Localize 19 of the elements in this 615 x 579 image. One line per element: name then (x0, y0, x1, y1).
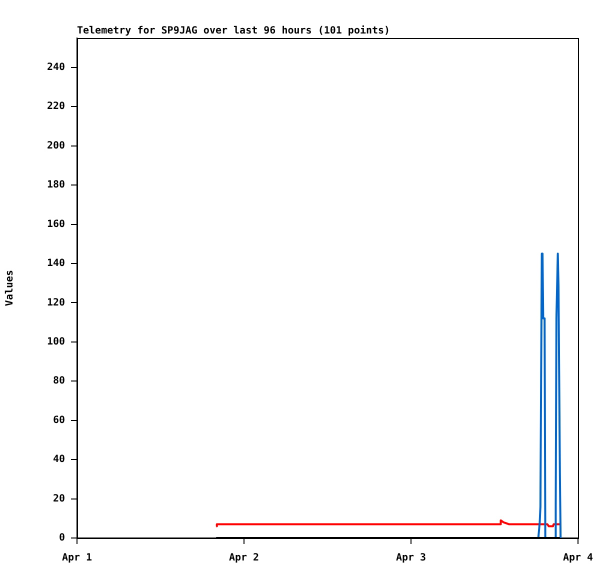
y-tick-label: 60 (52, 414, 65, 426)
y-axis-title: Values (4, 270, 16, 306)
x-tick-label: Apr 3 (396, 552, 426, 564)
x-tick-label: Apr 1 (62, 552, 92, 564)
y-tick-label: 200 (46, 140, 65, 152)
y-tick-label: 100 (46, 336, 65, 348)
y-tick-label: 240 (46, 62, 65, 74)
y-tick-label: 140 (46, 258, 65, 270)
y-tick-label: 220 (46, 101, 65, 112)
y-tick-label: 120 (46, 297, 65, 308)
y-tick-label: 0 (58, 532, 65, 544)
y-tick-label: 180 (46, 180, 65, 191)
y-tick-label: 40 (52, 454, 65, 466)
y-tick-label: 80 (52, 376, 65, 387)
chart-title: Telemetry for SP9JAG over last 96 hours (101 points) (77, 24, 390, 37)
y-tick-label: 160 (46, 218, 65, 230)
y-tick-label: 20 (52, 493, 65, 504)
x-tick-label: Apr 2 (228, 552, 260, 564)
x-tick-label: Apr 4 (562, 552, 594, 564)
